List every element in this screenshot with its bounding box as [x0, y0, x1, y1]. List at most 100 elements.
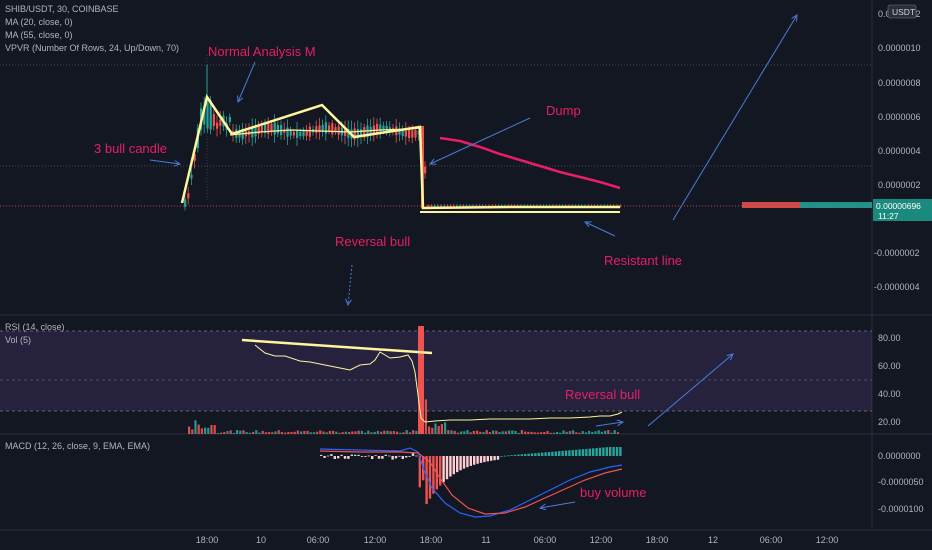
- volume-bar: [565, 431, 568, 434]
- macd-label: -0.0000100: [878, 504, 924, 514]
- volume-bar: [370, 432, 373, 434]
- volume-bar: [229, 430, 232, 434]
- symbol-title[interactable]: SHIB/USDT, 30, COINBASE: [5, 4, 119, 14]
- volume-bar: [498, 431, 501, 434]
- candle-body: [187, 193, 190, 199]
- candle-body: [449, 205, 452, 207]
- macd-bar: [459, 456, 462, 471]
- macd-bar: [357, 454, 360, 456]
- macd-bar: [503, 455, 506, 457]
- candle-body: [273, 122, 276, 135]
- candle-body: [388, 127, 391, 131]
- candle-body: [328, 125, 331, 131]
- volume-bar: [434, 423, 437, 434]
- macd-bar: [578, 449, 581, 456]
- volume-bar: [514, 430, 517, 434]
- vol-title[interactable]: Vol (5): [5, 335, 31, 345]
- volume-bar: [293, 431, 296, 434]
- macd-bar: [510, 455, 513, 456]
- macd-label: 0.0000000: [878, 451, 921, 461]
- rsi-title[interactable]: RSI (14, close): [5, 322, 65, 332]
- volume-bar: [472, 430, 475, 434]
- candle-body: [296, 130, 299, 138]
- candle-body: [344, 129, 347, 136]
- volume-bar: [428, 426, 431, 434]
- volume-bar: [581, 431, 584, 434]
- rsi-label: 80.00: [878, 333, 901, 343]
- annotation-reversal-bull-main: Reversal bull: [335, 234, 410, 249]
- macd-bar: [547, 452, 551, 456]
- time-label: 12:00: [816, 535, 839, 545]
- indicator-vpvr[interactable]: VPVR (Number Of Rows, 24, Up/Down, 70): [5, 43, 180, 53]
- volume-bar: [485, 430, 488, 434]
- time-axis: 18:00 10 06:00 12:00 18:00 11 06:00 12:0…: [196, 535, 839, 545]
- currency-badge-label[interactable]: USDT: [892, 7, 915, 17]
- candle-body: [446, 205, 449, 207]
- time-label: 10: [256, 535, 266, 545]
- macd-axis: 0.0000000 -0.0000050 -0.0000100: [878, 451, 924, 514]
- macd-bar: [462, 456, 466, 469]
- macd-bar: [466, 456, 469, 468]
- candle-body: [270, 123, 273, 133]
- volume-bar: [600, 431, 603, 434]
- volume-bars: [188, 326, 619, 434]
- macd-bar: [496, 456, 500, 460]
- volume-bar: [610, 432, 613, 434]
- volume-bar: [584, 432, 587, 434]
- volume-bar: [412, 430, 415, 434]
- volume-bar: [357, 430, 360, 434]
- macd-bar: [445, 456, 449, 480]
- candle-body: [382, 125, 385, 131]
- candle-body: [193, 154, 196, 161]
- time-label: 06:00: [307, 535, 330, 545]
- macd-title[interactable]: MACD (12, 26, close, 9, EMA, EMA): [5, 441, 150, 451]
- macd-bar: [377, 456, 381, 459]
- macd-bar: [558, 451, 561, 456]
- candle-body: [478, 205, 481, 207]
- volume-bar: [204, 427, 207, 434]
- candle-body: [481, 205, 484, 207]
- candle-body: [411, 130, 414, 138]
- volume-bar: [223, 432, 226, 434]
- macd-bar: [367, 455, 370, 457]
- macd-bar: [439, 456, 442, 486]
- volume-bar: [396, 431, 399, 434]
- price-label: 0.0000004: [878, 146, 921, 156]
- volume-bar: [607, 430, 610, 434]
- volume-bar: [213, 425, 216, 434]
- candle-body: [379, 124, 382, 132]
- indicator-ma55[interactable]: MA (55, close, 0): [5, 30, 73, 40]
- volume-bar: [504, 431, 507, 434]
- arrow-reversal-bull-main: [348, 264, 353, 305]
- rsi-band: [0, 331, 872, 411]
- candle-body: [484, 205, 487, 207]
- macd-bar: [371, 456, 374, 460]
- indicator-ma20[interactable]: MA (20, close, 0): [5, 17, 73, 27]
- macd-bar: [479, 456, 483, 463]
- candle-body: [440, 205, 443, 207]
- macd-bar: [490, 456, 493, 461]
- price-label: -0.0000004: [874, 282, 920, 292]
- candlestick-series: [184, 65, 622, 211]
- time-label: 06:00: [760, 535, 783, 545]
- rsi-axis: 80.00 60.00 40.00 20.00: [878, 333, 901, 427]
- time-label: 12:00: [590, 535, 613, 545]
- macd-bar: [575, 449, 578, 456]
- macd-bar: [333, 456, 336, 460]
- macd-bar: [456, 456, 459, 473]
- macd-bar: [354, 454, 357, 456]
- macd-bar: [320, 454, 323, 456]
- candle-body: [209, 100, 212, 130]
- candle-body: [427, 205, 430, 207]
- volume-bar: [191, 429, 194, 434]
- volume-bar: [386, 430, 389, 434]
- volume-bar: [312, 432, 315, 434]
- volume-bar: [572, 430, 575, 434]
- volume-bar: [322, 431, 325, 434]
- volume-bar: [543, 431, 546, 434]
- volume-bar: [239, 430, 242, 434]
- candle-body: [315, 126, 318, 133]
- macd-bar: [432, 456, 435, 494]
- volume-bar: [479, 431, 482, 434]
